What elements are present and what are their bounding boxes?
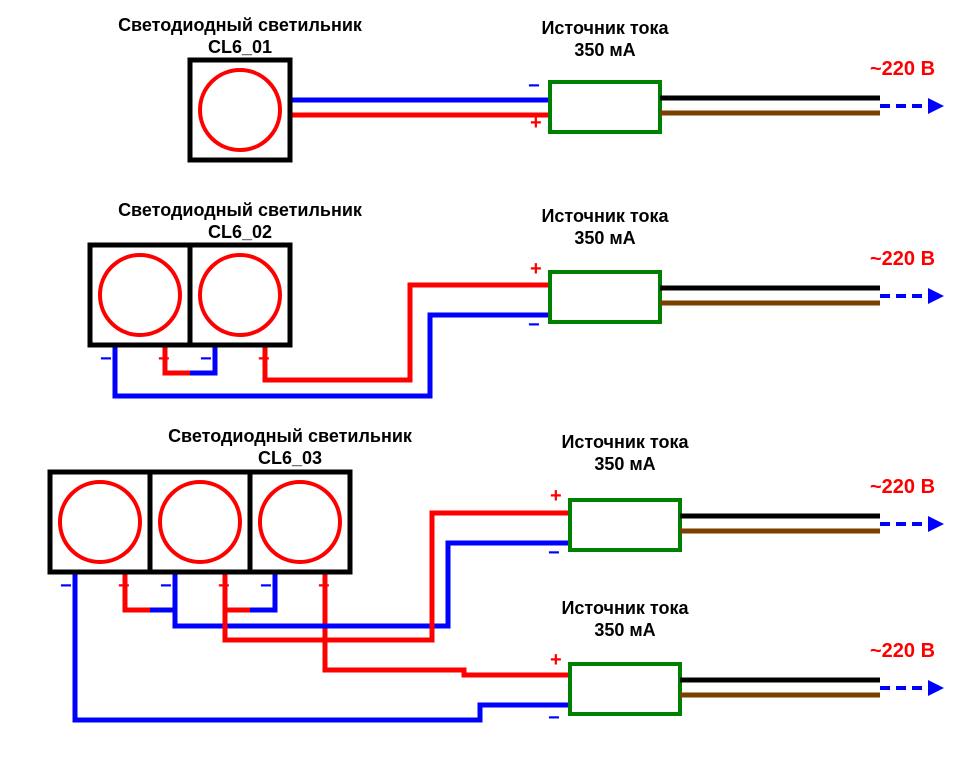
r3-s1-minus: − [60, 575, 72, 598]
row3-svg [0, 0, 974, 764]
r3-s3-minus: − [260, 575, 272, 598]
r3d1-minus: − [548, 542, 560, 565]
r3d1-plus: + [550, 485, 562, 508]
driver-title-3b: Источник тока 350 мА [520, 598, 730, 641]
r3d2-minus: − [548, 707, 560, 730]
r3-voltage-2: ~220 В [870, 640, 935, 663]
driver-title-3a: Источник тока 350 мА [520, 432, 730, 475]
r3-s2-minus: − [160, 575, 172, 598]
r3-s2-plus: + [218, 575, 230, 598]
r3-s3-plus: + [318, 575, 330, 598]
r3-voltage-1: ~220 В [870, 476, 935, 499]
r3-s1-plus: + [118, 575, 130, 598]
r3d2-plus: + [550, 649, 562, 672]
